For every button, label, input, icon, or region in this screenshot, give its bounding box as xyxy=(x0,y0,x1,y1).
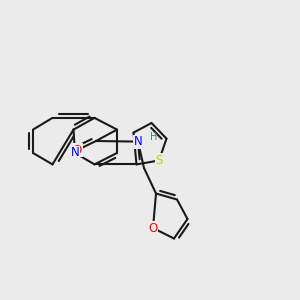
Text: H: H xyxy=(150,132,158,142)
Text: S: S xyxy=(155,154,163,167)
Text: O: O xyxy=(73,143,82,157)
Text: N: N xyxy=(70,146,80,160)
Text: N: N xyxy=(134,135,142,148)
Text: O: O xyxy=(148,221,158,235)
